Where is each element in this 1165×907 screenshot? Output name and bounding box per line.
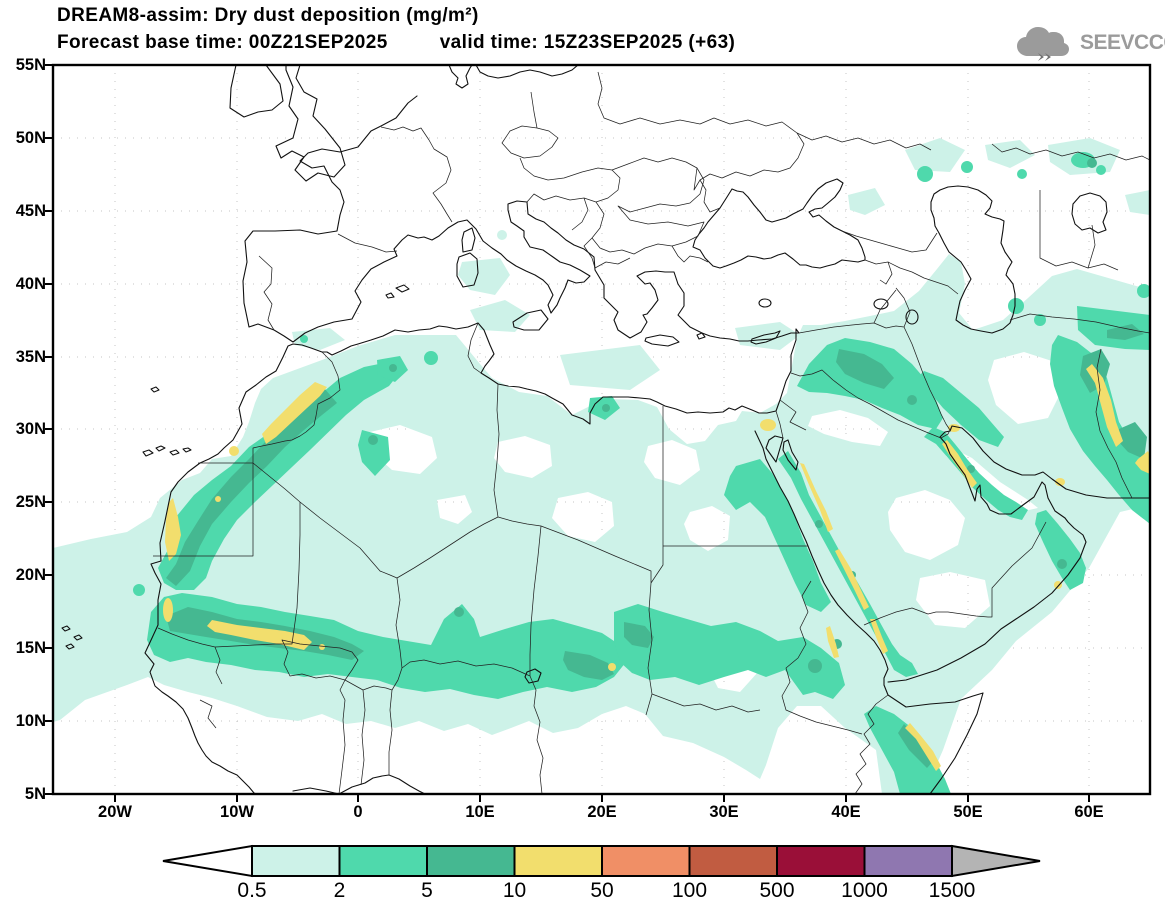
lon-label-40E: 40E [831,803,861,821]
colorbar-label-5: 5 [421,879,433,902]
lon-label-10E: 10E [465,803,495,821]
coastlines [61,65,1150,794]
colorbar-label-0.5: 0.5 [237,879,267,902]
lat-label-35N: 35N [15,348,46,366]
colorbar-label-100: 100 [671,879,708,902]
dust-contours-level-10 [163,364,1150,771]
lat-label-20N: 20N [15,566,46,584]
forecast-base-time: Forecast base time: 00Z21SEP2025 [57,32,388,53]
lat-label-30N: 30N [15,420,46,438]
valid-time: valid time: 15Z23SEP2025 (+63) [439,32,736,53]
colorbar-label-50: 50 [590,879,614,902]
lat-label-25N: 25N [15,493,46,511]
map-frame [45,63,1152,802]
figure-subtitle: Forecast base time: 00Z21SEP2025 valid ti… [57,32,735,54]
lon-label-20E: 20E [587,803,617,821]
logo-text: SEEVCCC [1080,31,1165,54]
lat-label-50N: 50N [15,129,46,147]
lat-label-45N: 45N [15,202,46,220]
lat-label-55N: 55N [15,56,46,74]
lon-label-20W: 20W [98,803,132,821]
lon-label-50E: 50E [953,803,983,821]
lat-label-40N: 40N [15,275,46,293]
colorbar-label-1000: 1000 [841,879,888,902]
colorbar-label-2: 2 [333,879,346,902]
seevccc-logo: SEEVCCC [1014,22,1165,64]
colorbar-label-500: 500 [759,879,795,902]
lat-label-10N: 10N [15,712,46,730]
lon-label-60E: 60E [1074,803,1104,821]
lon-label-30E: 30E [709,803,739,821]
lat-label-5N: 5N [24,785,46,803]
cloud-logo-icon [1017,27,1069,61]
colorbar-label-1500: 1500 [928,879,976,902]
colorbar-label-10: 10 [502,879,527,902]
lon-label-10W: 10W [220,803,254,821]
lon-label-0: 0 [353,803,363,821]
figure-title: DREAM8-assim: Dry dust deposition (mg/m²… [57,5,479,26]
lat-label-15N: 15N [15,639,46,657]
country-borders [153,71,1150,794]
